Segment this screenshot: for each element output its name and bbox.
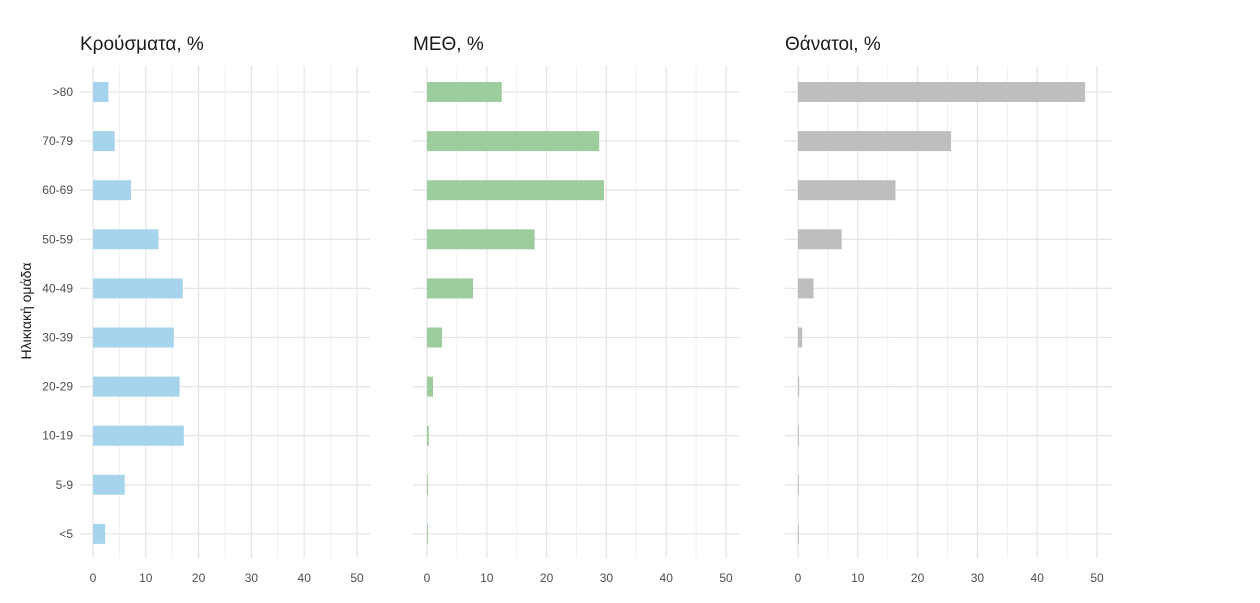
bar-50-59 [798,229,842,250]
bar-20-29 [427,376,433,397]
bar-40-49 [93,278,183,299]
bar-30-39 [427,327,442,348]
panel-3: 0 10 20 30 40 50 Θάνατοι, % [785,34,1112,585]
bar-30-39 [93,327,174,348]
y-tick-label: 50-59 [42,232,73,246]
y-tick-label: >80 [53,85,74,99]
panel-title: Θάνατοι, % [785,34,881,55]
bar-40-49 [798,278,814,299]
bar-5-9 [427,474,428,495]
x-tick-label: 30 [600,571,614,585]
bar->80 [798,82,1086,102]
bar-30-39 [798,327,803,348]
x-tick-label: 0 [424,571,431,585]
bar->80 [427,82,502,102]
y-tick-label: 20-29 [42,380,73,394]
bar-20-29 [798,376,800,397]
bar-5-9 [798,474,799,495]
bar-70-79 [798,131,952,152]
bar-70-79 [93,131,115,152]
x-tick-label: 50 [350,571,364,585]
bar-60-69 [93,180,132,201]
x-tick-label: 40 [660,571,674,585]
x-tick-label: 40 [298,571,312,585]
x-tick-label: 20 [911,571,925,585]
panel-1: 0 10 20 30 40 50 Κρούσματα, % <5 5-9 10-19 20-29 30… [42,34,370,585]
bar-<5 [93,523,106,544]
bar-70-79 [427,131,600,152]
bar-40-49 [427,278,474,299]
bar-60-69 [427,180,605,201]
bar-10-19 [798,425,799,446]
bar-<5 [798,523,799,544]
y-axis-label: Ηλικιακή ομάδα [18,263,34,360]
bar-5-9 [93,474,125,495]
y-tick-label: 10-19 [42,429,73,443]
bar-20-29 [93,376,180,397]
y-tick-label: 60-69 [42,183,73,197]
y-tick-label: 70-79 [42,134,73,148]
x-tick-label: 50 [1090,571,1104,585]
x-tick-label: 30 [971,571,985,585]
bar-<5 [427,523,428,544]
y-tick-label: 5-9 [56,478,74,492]
panel-2: 0 10 20 30 40 50 ΜΕΘ, % [413,34,740,585]
bar-10-19 [93,425,184,446]
x-tick-label: 10 [139,571,153,585]
x-tick-label: 30 [245,571,259,585]
y-tick-label: 40-49 [42,281,73,295]
bar->80 [93,82,109,102]
bar-50-59 [93,229,159,250]
x-tick-label: 10 [480,571,494,585]
panel-title: ΜΕΘ, % [413,34,484,55]
y-tick-label: <5 [59,527,73,541]
bar-60-69 [798,180,896,201]
panel-title: Κρούσματα, % [80,34,204,55]
x-tick-label: 0 [90,571,97,585]
bar-10-19 [427,425,429,446]
bar-50-59 [427,229,535,250]
x-tick-label: 20 [540,571,554,585]
y-tick-label: 30-39 [42,331,73,345]
x-tick-label: 40 [1031,571,1045,585]
x-tick-label: 20 [192,571,206,585]
x-tick-label: 10 [851,571,865,585]
x-tick-label: 50 [719,571,733,585]
x-tick-label: 0 [795,571,802,585]
